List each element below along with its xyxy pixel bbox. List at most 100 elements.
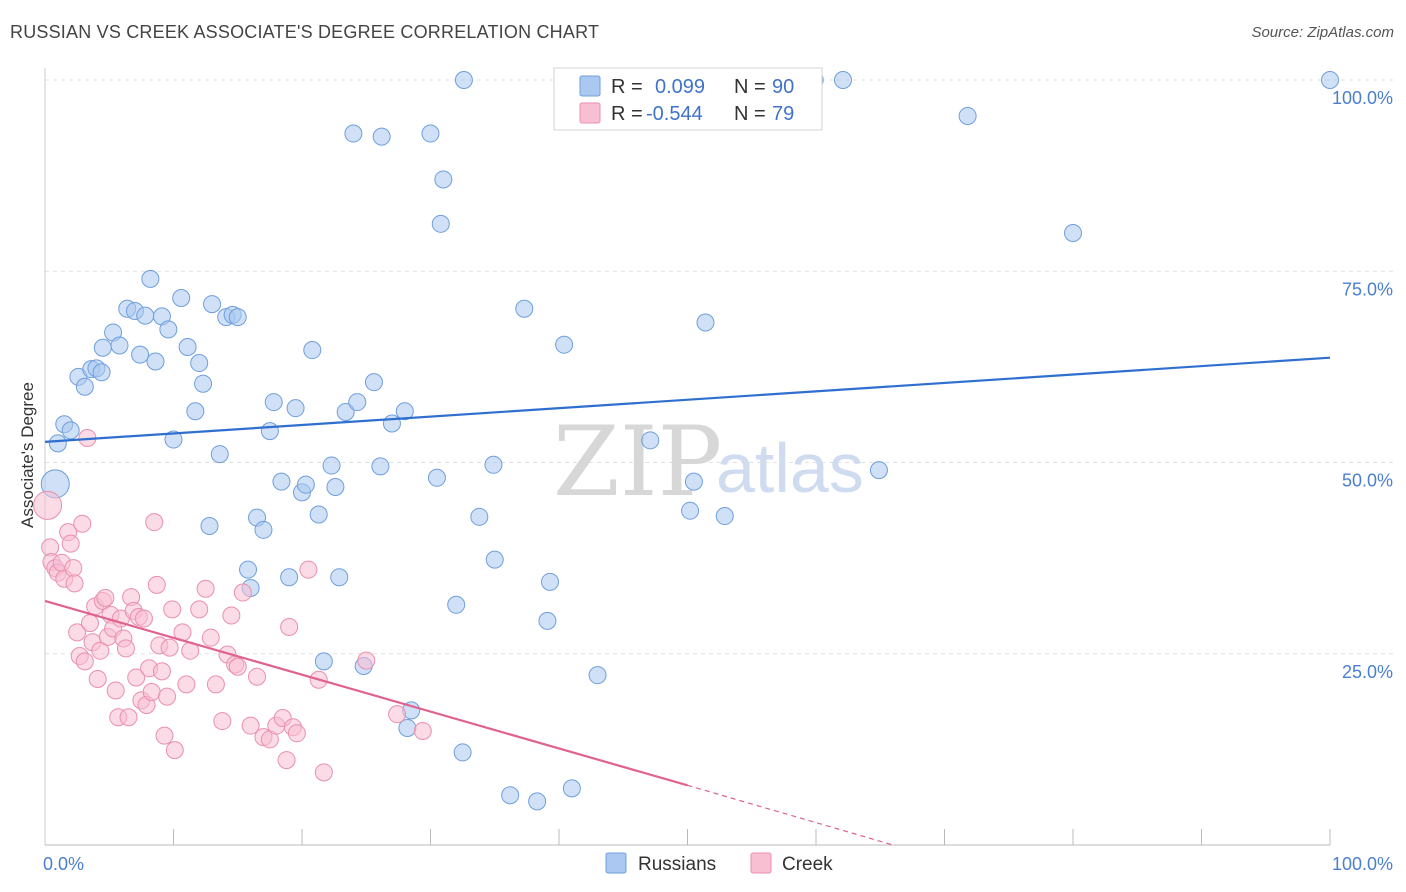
creek-point	[155, 726, 174, 745]
creek-point	[287, 724, 306, 743]
creek-point	[163, 600, 182, 619]
russians-point	[1321, 71, 1339, 89]
russians-point	[538, 611, 557, 630]
creek-point	[152, 662, 171, 681]
creek-point	[165, 741, 184, 760]
creek-point	[177, 675, 196, 694]
creek-trend-extension	[687, 784, 894, 846]
russians-point	[501, 786, 520, 805]
russians-point	[588, 666, 607, 685]
creek-point	[160, 638, 179, 657]
creek-point	[64, 559, 83, 578]
axes	[44, 68, 1331, 846]
russians-point	[146, 352, 165, 371]
y-tick-label: 100.0%	[1332, 88, 1393, 108]
legend-n-value-russians: 90	[772, 76, 794, 98]
creek-point	[277, 751, 296, 770]
russians-point	[395, 402, 414, 421]
creek-point	[201, 628, 220, 647]
russians-point	[61, 421, 80, 440]
russians-point	[484, 455, 503, 474]
russians-point	[715, 507, 734, 526]
russians-point	[528, 792, 547, 811]
legend-r-value-creek: -0.544	[646, 103, 703, 125]
russians-point	[296, 475, 315, 494]
russians-point	[515, 299, 534, 318]
y-tick-labels: 25.0% 50.0% 75.0% 100.0%	[1332, 88, 1393, 682]
russians-point	[164, 430, 183, 449]
creek-point	[147, 575, 166, 594]
creek-point	[33, 490, 63, 520]
russians-point	[210, 445, 229, 464]
creek-point	[228, 657, 247, 676]
russians-point	[110, 336, 129, 355]
russians-point	[641, 431, 660, 450]
creek-point	[158, 687, 177, 706]
creek-point	[106, 681, 125, 700]
x-tick-labels: 0.0% 100.0%	[43, 854, 1393, 874]
russians-point	[272, 472, 291, 491]
creek-point	[61, 534, 80, 553]
creek-point	[88, 669, 107, 688]
russians-point	[470, 507, 489, 526]
russians-point	[684, 472, 703, 491]
legend-swatch-creek	[579, 102, 601, 124]
russians-point	[541, 572, 560, 591]
creek-point	[65, 574, 84, 593]
russians-point	[372, 127, 391, 146]
creek-point	[233, 583, 252, 602]
russians-point	[178, 337, 197, 356]
legend-n-label-creek: N =	[734, 103, 766, 125]
russians-point	[958, 106, 977, 125]
bottom-legend-swatch-russians	[605, 852, 627, 874]
russians-point	[239, 560, 258, 579]
russians-point	[447, 595, 466, 614]
creek-point	[116, 639, 135, 658]
watermark: ZIP atlas	[553, 406, 864, 518]
russians-point	[260, 422, 279, 441]
creek-point	[196, 579, 215, 598]
creek-points	[33, 429, 432, 782]
russians-point	[75, 377, 94, 396]
creek-point	[68, 623, 87, 642]
legend-r-label-creek: R =	[611, 103, 643, 125]
y-tick-label: 75.0%	[1342, 279, 1393, 299]
russians-point	[364, 373, 383, 392]
correlation-legend: R = 0.099 N = 90 R = -0.544 N = 79	[553, 67, 823, 131]
legend-n-label-russians: N =	[734, 76, 766, 98]
creek-point	[134, 609, 153, 628]
russians-point	[48, 434, 67, 453]
russians-point	[1064, 224, 1082, 242]
creek-point	[413, 722, 432, 741]
trend-lines	[44, 356, 1331, 846]
russians-point	[93, 338, 112, 357]
legend-r-value-russians: 0.099	[655, 76, 705, 98]
russians-point	[336, 403, 355, 422]
russians-point	[453, 743, 472, 762]
russians-trend-line	[44, 356, 1331, 443]
legend-r-label-russians: R =	[611, 76, 643, 98]
russians-point	[228, 308, 247, 327]
russians-point	[696, 313, 715, 332]
x-tick-label: 0.0%	[43, 854, 84, 874]
creek-point	[299, 560, 318, 579]
russians-point	[203, 295, 222, 314]
russians-point	[309, 505, 328, 524]
creek-point	[222, 606, 241, 625]
russians-point	[264, 393, 283, 412]
russians-point	[200, 516, 219, 535]
russians-point	[555, 335, 574, 354]
creek-point	[280, 617, 299, 636]
russians-point	[172, 289, 191, 308]
russians-point	[434, 170, 453, 189]
russians-point	[314, 652, 333, 671]
y-tick-label: 50.0%	[1342, 471, 1393, 491]
x-tick-label: 100.0%	[1332, 854, 1393, 874]
creek-point	[96, 588, 115, 607]
legend-swatch-russians	[579, 75, 601, 97]
creek-point	[190, 600, 209, 619]
creek-point	[241, 716, 260, 735]
creek-point	[388, 705, 407, 724]
russians-point	[92, 363, 111, 382]
